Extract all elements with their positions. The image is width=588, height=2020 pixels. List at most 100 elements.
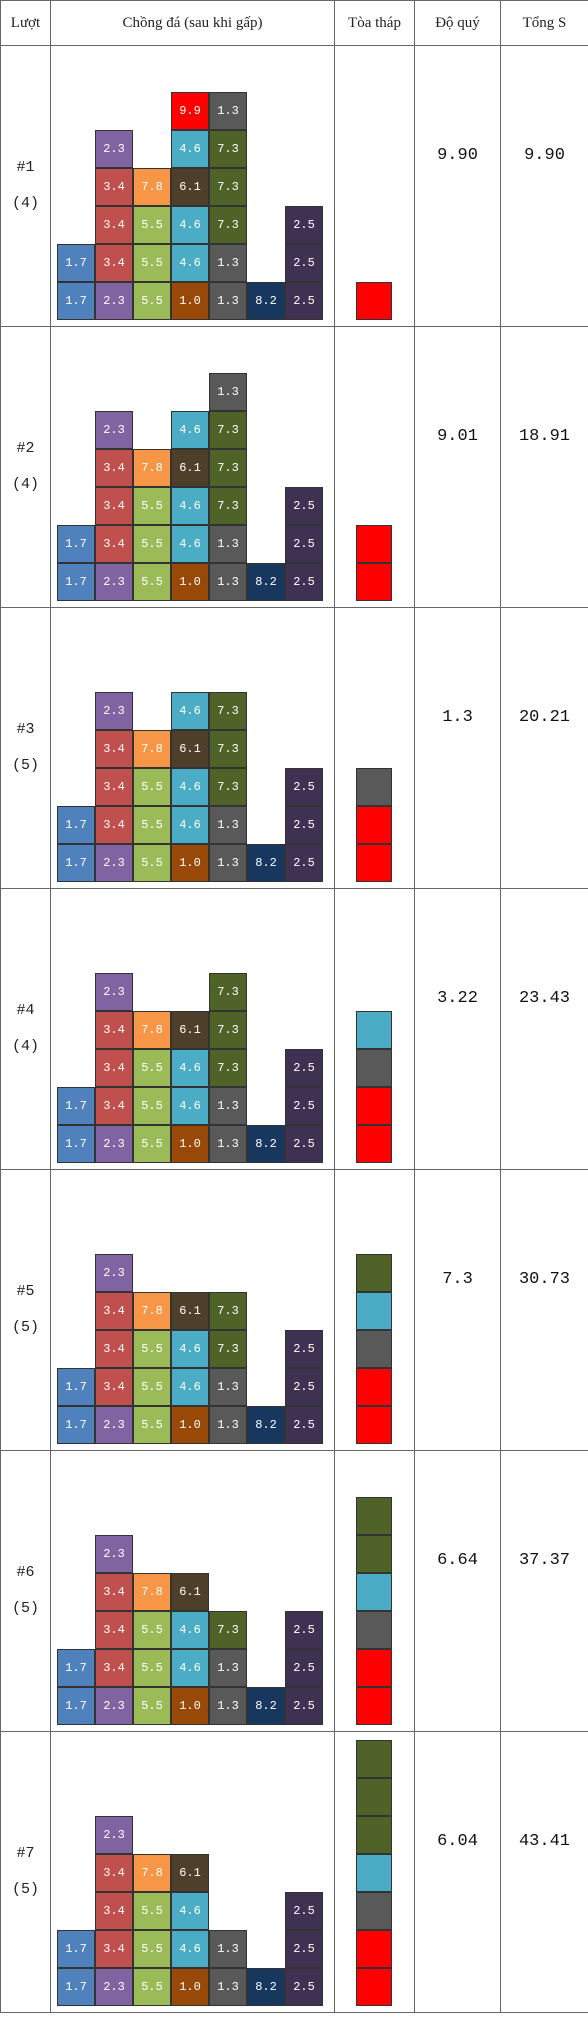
stone-block: 5.5 xyxy=(133,806,171,844)
turn-label: #1 xyxy=(16,159,35,176)
tower-block xyxy=(356,1292,392,1330)
stone-block: 5.5 xyxy=(133,1930,171,1968)
stone-block: 2.5 xyxy=(285,1687,323,1725)
total-text: 9.90 xyxy=(524,146,565,165)
stone-block: 7.8 xyxy=(133,168,171,206)
stone-block: 7.3 xyxy=(209,487,247,525)
value-text: 9.90 xyxy=(437,146,478,165)
stone-block: 2.5 xyxy=(285,487,323,525)
value-cell: 9.01 xyxy=(414,326,501,608)
stone-block: 1.7 xyxy=(57,1368,95,1406)
value-text: 9.01 xyxy=(437,427,478,446)
stone-block: 3.4 xyxy=(95,1611,133,1649)
stone-block: 1.7 xyxy=(57,525,95,563)
tower-block xyxy=(356,1778,392,1816)
stone-block: 3.4 xyxy=(95,168,133,206)
stone-block: 1.3 xyxy=(209,1649,247,1687)
stone-block: 1.0 xyxy=(171,1968,209,2006)
total-text: 20.21 xyxy=(518,708,570,727)
stone-block: 1.7 xyxy=(57,1087,95,1125)
turn-cell: #7 (5) xyxy=(0,1731,51,2013)
stone-block: 4.6 xyxy=(171,487,209,525)
stone-block: 7.3 xyxy=(209,1330,247,1368)
stone-block: 6.1 xyxy=(171,1292,209,1330)
tower-block xyxy=(356,1406,392,1444)
total-cell: 30.73 xyxy=(500,1169,588,1451)
stone-block: 2.5 xyxy=(285,1087,323,1125)
tower-stack xyxy=(335,608,414,888)
stone-block: 2.3 xyxy=(95,1125,133,1163)
stone-block: 7.3 xyxy=(209,130,247,168)
stone-block: 3.4 xyxy=(95,206,133,244)
turn-cell: #4 (4) xyxy=(0,888,51,1170)
value-text: 7.3 xyxy=(442,1270,473,1289)
tower-cell xyxy=(334,888,415,1170)
tower-cell xyxy=(334,1450,415,1732)
stone-block: 3.4 xyxy=(95,1573,133,1611)
stone-block: 4.6 xyxy=(171,768,209,806)
stone-block: 5.5 xyxy=(133,1406,171,1444)
stone-block: 8.2 xyxy=(247,844,285,882)
stone-stack: 1.7 1.7 2.3 3.4 3.4 3.4 2.3 5.5 5.5 5.5 7.8 1.0 4.6 4… xyxy=(51,327,334,607)
stone-block: 2.3 xyxy=(95,1406,133,1444)
tower-block xyxy=(356,525,392,563)
table-row: #5 (5) 1.7 1.7 2.3 3.4 3.4 3.4 2.3 5.5 5.5 5.5 7.8 1.… xyxy=(0,1169,588,1451)
stone-block: 3.4 xyxy=(95,1049,133,1087)
tower-block xyxy=(356,1497,392,1535)
stone-stack: 1.7 1.7 2.3 3.4 3.4 3.4 2.3 5.5 5.5 5.5 7.8 1.0 4.6 4… xyxy=(51,46,334,326)
stone-block: 2.5 xyxy=(285,1611,323,1649)
stone-block: 1.7 xyxy=(57,806,95,844)
stone-block: 5.5 xyxy=(133,1687,171,1725)
stone-block: 2.3 xyxy=(95,1535,133,1573)
stone-block: 1.3 xyxy=(209,1406,247,1444)
stone-stack: 1.7 1.7 2.3 3.4 3.4 3.4 2.3 5.5 5.5 5.5 7.8 1.0 4.6 4… xyxy=(51,1451,334,1731)
tower-block xyxy=(356,1892,392,1930)
stone-block: 3.4 xyxy=(95,1854,133,1892)
stone-block: 5.5 xyxy=(133,487,171,525)
stone-block: 1.3 xyxy=(209,563,247,601)
stone-block: 2.5 xyxy=(285,282,323,320)
turn-count: (4) xyxy=(11,1038,39,1055)
header-turn: Lượt xyxy=(0,0,51,46)
stone-block: 7.8 xyxy=(133,1573,171,1611)
stone-block: 7.8 xyxy=(133,1011,171,1049)
stone-block: 7.3 xyxy=(209,973,247,1011)
stone-block: 2.3 xyxy=(95,411,133,449)
total-cell: 23.43 xyxy=(500,888,588,1170)
tower-block xyxy=(356,1535,392,1573)
total-text: 37.37 xyxy=(518,1551,570,1570)
stone-block: 1.3 xyxy=(209,844,247,882)
tower-block xyxy=(356,1816,392,1854)
stone-block: 2.3 xyxy=(95,1816,133,1854)
tower-block xyxy=(356,1854,392,1892)
stone-block: 1.0 xyxy=(171,1125,209,1163)
stone-block: 2.5 xyxy=(285,844,323,882)
stone-block: 1.0 xyxy=(171,1687,209,1725)
tower-block xyxy=(356,1611,392,1649)
stone-block: 2.5 xyxy=(285,1368,323,1406)
stone-block: 5.5 xyxy=(133,1611,171,1649)
value-text: 3.22 xyxy=(437,989,478,1008)
stone-block: 8.2 xyxy=(247,1125,285,1163)
stone-block: 1.7 xyxy=(57,563,95,601)
value-text: 6.04 xyxy=(437,1832,478,1851)
table-row: #1 (4) 1.7 1.7 2.3 3.4 3.4 3.4 2.3 5.5 5.5 5.5 7.8 1.… xyxy=(0,45,588,327)
turn-count: (4) xyxy=(11,195,39,212)
stone-block: 2.3 xyxy=(95,692,133,730)
turn-count: (5) xyxy=(11,1600,39,1617)
tower-block xyxy=(356,1930,392,1968)
stone-block: 1.3 xyxy=(209,1968,247,2006)
table-row: #3 (5) 1.7 1.7 2.3 3.4 3.4 3.4 2.3 5.5 5.5 5.5 7.8 1.… xyxy=(0,607,588,889)
stone-block: 5.5 xyxy=(133,244,171,282)
turn-cell: #3 (5) xyxy=(0,607,51,889)
stone-block: 4.6 xyxy=(171,1087,209,1125)
stone-block: 6.1 xyxy=(171,1573,209,1611)
stack-cell: 1.7 1.7 2.3 3.4 3.4 3.4 2.3 5.5 5.5 5.5 7.8 1.0 4.6 4… xyxy=(50,1450,335,1732)
turn-label: #7 xyxy=(16,1845,35,1862)
stone-block: 8.2 xyxy=(247,1968,285,2006)
stone-block: 2.3 xyxy=(95,282,133,320)
tower-block xyxy=(356,282,392,320)
stone-block: 1.3 xyxy=(209,525,247,563)
turn-label: #2 xyxy=(16,440,35,457)
stone-block: 1.3 xyxy=(209,1687,247,1725)
